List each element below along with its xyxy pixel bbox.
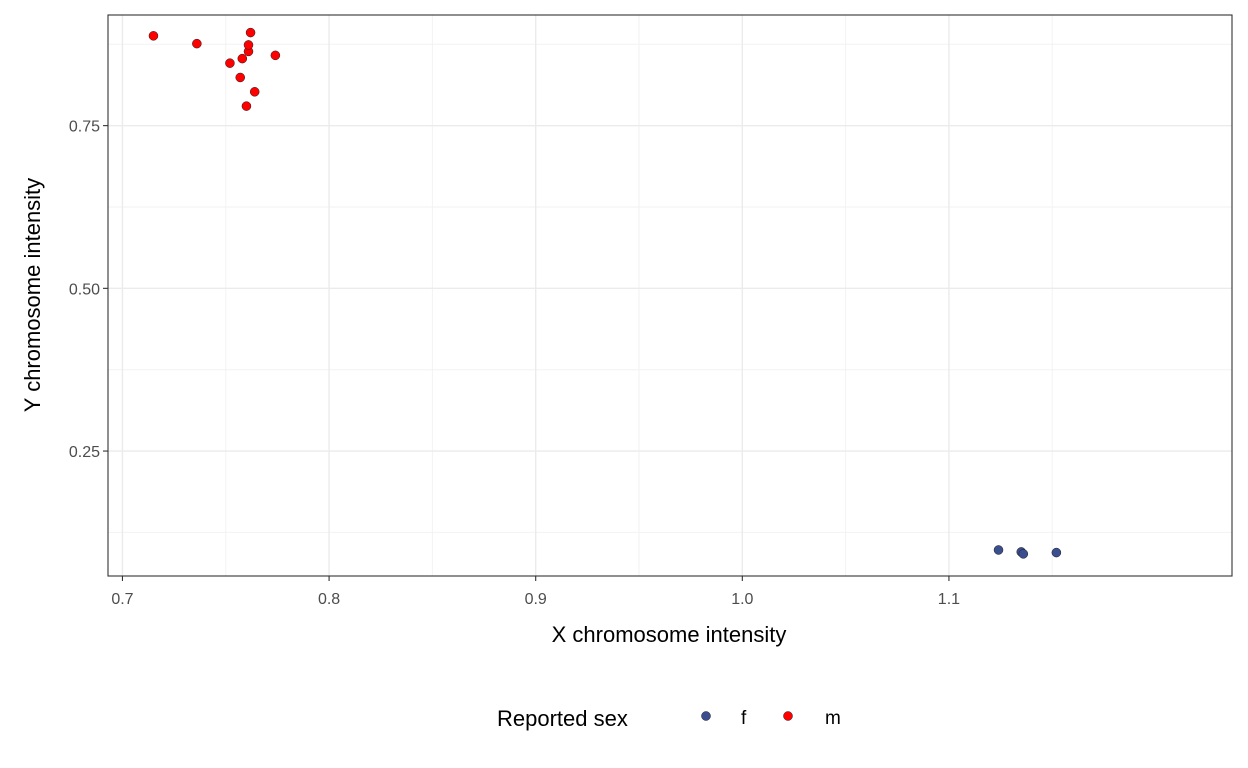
legend: Reported sex f m [497,706,841,731]
y-axis-title: Y chromosome intensity [20,178,45,412]
data-point-m [243,40,254,50]
data-point-f [993,545,1004,555]
plot-panel-border [107,14,1233,577]
data-point-m [237,53,248,64]
data-point-f [1018,549,1029,559]
legend-key-m [783,711,793,721]
y-tick-label: 0.75 [69,119,100,136]
legend-label-f: f [741,708,747,729]
legend-key-f [701,711,711,721]
data-point-m [245,27,256,38]
x-tick-label: 0.7 [111,591,133,608]
data-point-m [270,50,281,61]
y-tick-label: 0.25 [69,444,100,461]
data-point-m [241,101,252,111]
legend-title: Reported sex [497,706,628,731]
major-gridlines [108,15,1232,576]
data-point-m [225,58,235,68]
x-axis-title: X chromosome intensity [552,622,787,647]
data-point-m [235,72,245,83]
x-tick-label: 0.8 [318,591,340,608]
data-point-m [192,38,202,49]
x-axis-ticks: 0.7 0.8 0.9 1.0 1.1 [111,576,960,608]
legend-label-m: m [825,708,841,729]
data-point-f [1051,547,1062,558]
x-tick-label: 0.9 [525,591,547,608]
x-tick-label: 1.0 [731,591,753,608]
minor-gridlines [108,15,1232,576]
x-tick-label: 1.1 [938,591,960,608]
data-points [148,27,1062,559]
y-tick-label: 0.50 [69,281,100,298]
data-point-m [249,87,260,97]
data-point-m [148,31,159,41]
y-axis-ticks: 0.25 0.50 0.75 [69,119,108,461]
